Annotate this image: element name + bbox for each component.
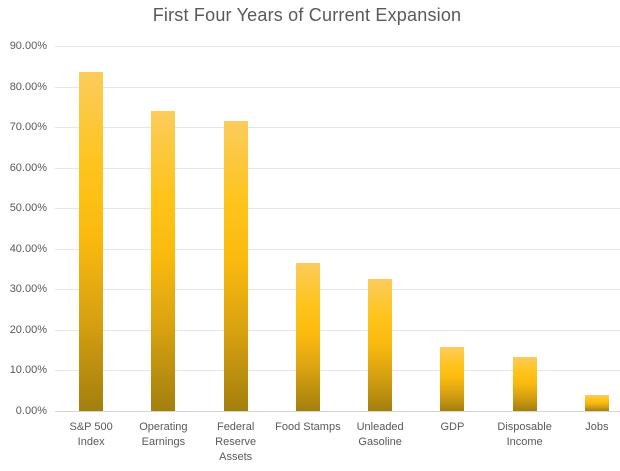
bar-unleaded-gasoline [368, 279, 393, 411]
gridline [55, 127, 620, 129]
y-axis-tick-label: 10.00% [9, 364, 47, 377]
x-axis-category-label: Jobs [585, 421, 609, 433]
y-axis-tick-label: 90.00% [9, 40, 47, 52]
bar-federal-reserve-assets [223, 121, 248, 411]
plot-area [55, 46, 620, 412]
y-axis-tick-label: 50.00% [9, 202, 47, 215]
x-axis-line [55, 411, 620, 412]
x-axis-category-label: GDP [440, 421, 465, 433]
gridline [55, 167, 620, 169]
x-axis-category-label: Disposable Income [497, 421, 552, 448]
y-axis-tick-label: 20.00% [9, 323, 47, 336]
bar-slot [344, 46, 416, 411]
y-axis-tick-label: 40.00% [9, 242, 47, 255]
bar-slot [489, 46, 561, 411]
chart-title: First Four Years of Current Expansion [152, 5, 462, 25]
bar-slot [200, 46, 272, 411]
gridline [55, 370, 620, 372]
x-axis-category-label: Unleaded Gasoline [356, 421, 404, 448]
bar-jobs [584, 394, 609, 411]
bar-series [55, 46, 620, 411]
x-axis-category-label: Operating Earnings [139, 421, 188, 448]
bar-gdp [440, 347, 465, 411]
y-axis-tick-label: 70.00% [9, 121, 47, 134]
gridline [55, 329, 620, 331]
x-axis-category-label: Food Stamps [275, 421, 341, 433]
bar-slot [55, 46, 127, 411]
bar-slot [127, 46, 199, 411]
y-axis: 90.00% 80.00% 70.00% 60.00% 50.00% 40.00… [0, 40, 47, 417]
gridline [55, 208, 620, 210]
x-axis-category-label: S&P 500 Index [69, 421, 113, 448]
x-axis-category-label: Federal Reserve Assets [215, 421, 257, 463]
bar-operating-earnings [151, 110, 176, 411]
gridline [55, 248, 620, 250]
y-axis-tick-label: 80.00% [9, 80, 47, 93]
bar-disposable-income [512, 357, 537, 411]
y-axis-tick-label: 60.00% [9, 161, 47, 174]
bar-food-stamps [295, 262, 320, 411]
bar-slot [272, 46, 344, 411]
y-axis-tick-label: 30.00% [9, 283, 47, 296]
x-axis: S&P 500 Index Operating Earnings Federal… [55, 420, 620, 465]
gridline [55, 46, 620, 47]
gridline [55, 289, 620, 291]
bar-sp500-index [79, 72, 104, 411]
y-axis-tick-label: 0.00% [15, 405, 47, 417]
gridline [55, 86, 620, 88]
bar-slot [561, 46, 620, 411]
bar-slot [416, 46, 488, 411]
